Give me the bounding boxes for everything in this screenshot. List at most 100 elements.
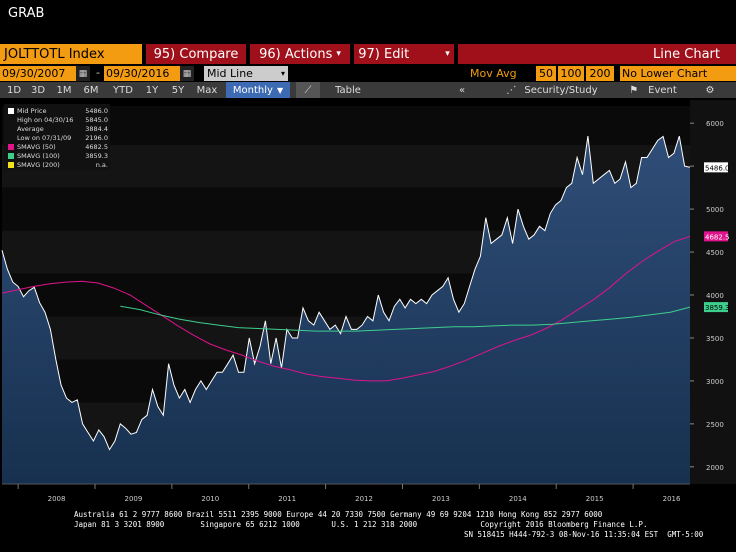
x-tick-label: 2014	[509, 495, 527, 503]
y-tick-label: 3500	[706, 335, 724, 343]
x-tick-label: 2010	[201, 495, 219, 503]
period-1y[interactable]: 1Y	[145, 84, 159, 96]
legend-label: High on 04/30/16	[17, 115, 74, 124]
price-last-label: 5486.0	[705, 164, 730, 172]
sma50-last-label-bg	[704, 231, 728, 242]
period-6m[interactable]: 6M	[83, 84, 99, 96]
legend-label: Average	[17, 124, 44, 133]
calendar-icon[interactable]: ▦	[76, 66, 90, 81]
chevron-down-icon: ▾	[280, 69, 285, 78]
legend-swatch	[8, 107, 14, 114]
x-tick-label: 2012	[355, 495, 373, 503]
table-button[interactable]: Table	[335, 84, 361, 96]
legend-swatch	[8, 161, 14, 168]
collapse-icon[interactable]: «	[458, 84, 466, 96]
mov-avg-label: Mov Avg	[470, 67, 517, 80]
x-tick-label: 2009	[125, 495, 143, 503]
legend-item: Average 3884.4	[8, 124, 110, 133]
legend-item: SMAVG (50) 4682.5	[8, 142, 110, 151]
period-1d[interactable]: 1D	[6, 84, 22, 96]
event-button[interactable]: ⚑ Event	[622, 82, 684, 98]
legend-item: Mid Price 5486.0	[8, 106, 110, 115]
x-tick-label: 2011	[278, 495, 296, 503]
line-chart-icon[interactable]: ⟋	[296, 82, 320, 98]
sma100-last-label-bg	[704, 302, 728, 313]
legend-value: 5486.0	[85, 106, 108, 115]
footer-session: SN 518415 H444-792-3 08-Nov-16 11:35:04 …	[464, 530, 704, 539]
legend-value: 3884.4	[85, 124, 108, 133]
dropdown-icon: ▾	[336, 49, 341, 59]
legend-value: 5845.0	[85, 115, 108, 124]
x-tick-label: 2008	[48, 495, 66, 503]
grid-band	[2, 106, 690, 145]
period-3d[interactable]: 3D	[30, 84, 46, 96]
dropdown-icon: ▾	[445, 49, 450, 59]
legend-swatch	[8, 135, 14, 141]
legend-swatch	[8, 117, 14, 123]
legend-item: High on 04/30/16 5845.0	[8, 115, 110, 124]
study-icon: ⋰	[506, 84, 517, 96]
chart-legend: Mid Price 5486.0 High on 04/30/16 5845.0 Ave…	[4, 104, 110, 170]
mov-avg-100[interactable]: 100	[558, 66, 584, 81]
sma50-last-label: 4682.5	[705, 233, 730, 241]
event-label: Event	[648, 84, 677, 96]
gear-icon[interactable]: ⚙	[705, 84, 715, 96]
mov-avg-200[interactable]: 200	[586, 66, 614, 81]
legend-label: SMAVG (200)	[17, 160, 60, 169]
security-study-button[interactable]: ⋰ Security/Study	[496, 82, 608, 98]
legend-swatch	[8, 143, 14, 150]
period-ytd[interactable]: YTD	[113, 84, 133, 96]
price-area	[2, 136, 690, 484]
legend-value: 4682.5	[85, 142, 108, 151]
sma100-last-label: 3859.3	[705, 304, 730, 312]
security-study-label: Security/Study	[524, 84, 598, 96]
edit-button[interactable]: 97) Edit ▾	[354, 44, 454, 64]
x-tick-label: 2013	[432, 495, 450, 503]
actions-button[interactable]: 96) Actions ▾	[250, 44, 350, 64]
legend-swatch	[8, 152, 14, 159]
start-date-input[interactable]: 09/30/2007	[0, 66, 76, 81]
app-title: GRAB	[8, 6, 45, 21]
ticker-field[interactable]: JOLTTOTL Index	[0, 44, 142, 64]
legend-label: SMAVG (100)	[17, 151, 60, 160]
y-tick-label: 6000	[706, 120, 724, 128]
x-tick-label: 2015	[586, 495, 604, 503]
sma100-line	[120, 305, 691, 332]
y-tick-label: 4000	[706, 292, 724, 300]
period-1m[interactable]: 1M	[56, 84, 72, 96]
sma50-line	[1, 235, 691, 382]
chevron-down-icon: ▼	[276, 85, 284, 95]
legend-label: SMAVG (50)	[17, 142, 56, 151]
legend-value: 2196.0	[85, 133, 108, 142]
footer-contacts-1: Australia 61 2 9777 8600 Brazil 5511 239…	[74, 510, 603, 519]
range-dash: -	[96, 66, 100, 79]
line-mode-select[interactable]: Mid Line ▾	[204, 66, 288, 81]
calendar-icon[interactable]: ▦	[180, 66, 194, 81]
price-line	[1, 135, 691, 451]
edit-label: 97) Edit	[358, 46, 410, 62]
period-5y[interactable]: 5Y	[171, 84, 185, 96]
mov-avg-50[interactable]: 50	[536, 66, 556, 81]
y-tick-label: 4500	[706, 249, 724, 257]
legend-item: SMAVG (200) n.a.	[8, 160, 110, 169]
actions-label: 96) Actions	[259, 46, 333, 62]
legend-swatch	[8, 126, 14, 132]
y-tick-label: 2500	[706, 421, 724, 429]
legend-item: Low on 07/31/09 2196.0	[8, 133, 110, 142]
end-date-input[interactable]: 09/30/2016	[104, 66, 180, 81]
line-chart: 2000250030003500400045005000550060002008…	[1, 100, 736, 503]
price-last-label-bg	[704, 162, 728, 173]
frequency-select[interactable]: Monthly ▼	[226, 82, 290, 98]
frequency-label: Monthly	[232, 84, 273, 96]
line-mode-label: Mid Line	[207, 67, 253, 80]
footer-contacts-2: Japan 81 3 3201 8900 Singapore 65 6212 1…	[74, 520, 648, 529]
legend-value: n.a.	[95, 160, 108, 169]
chart-type-button[interactable]: Line Chart	[458, 44, 736, 64]
compare-button[interactable]: 95) Compare	[146, 44, 246, 64]
lower-chart-select[interactable]: No Lower Chart	[620, 66, 736, 81]
toolbar: JOLTTOTL Index 95) Compare 96) Actions ▾ …	[0, 44, 736, 64]
period-bar: 1D 3D 1M 6M YTD 1Y 5Y Max Monthly ▼ ⟋ Tab…	[0, 82, 736, 98]
flag-icon: ⚑	[629, 84, 639, 96]
period-max[interactable]: Max	[196, 84, 218, 96]
legend-item: SMAVG (100) 3859.3	[8, 151, 110, 160]
